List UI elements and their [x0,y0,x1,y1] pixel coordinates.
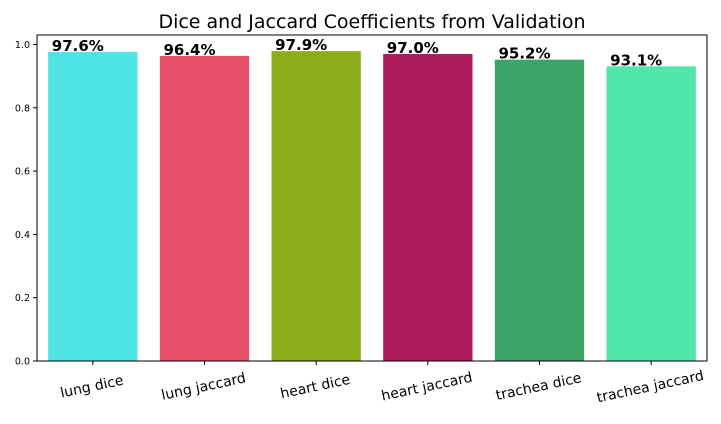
x-tick-label: lung jaccard [160,370,247,403]
bar-heart-jaccard [383,53,473,361]
data-label: 95.2% [498,45,550,63]
plot-frame [36,34,708,362]
x-tick-label: heart dice [279,372,352,402]
y-tick-label: 0.8 [15,103,30,114]
x-tick-label: trachea dice [494,370,583,404]
data-label: 93.1% [610,51,662,69]
bar-trachea-jaccard [606,66,696,361]
y-tick-label: 0.4 [15,230,30,241]
y-tick-label: 0.2 [15,293,30,304]
y-tick-label: 0.0 [15,357,30,368]
data-label: 97.0% [387,39,439,57]
bar-lung-dice [48,52,138,362]
bar-trachea-dice [494,59,585,361]
x-tick-label: lung dice [59,373,125,402]
data-label: 96.4% [163,41,215,59]
chart-title: Dice and Jaccard Coefficients from Valid… [158,11,585,33]
x-tick-label: heart jaccard [380,370,474,405]
bar-lung-jaccard [159,55,250,362]
data-label: 97.9% [275,36,327,54]
y-tick-label: 1.0 [15,40,30,51]
y-tick-label: 0.6 [15,167,30,178]
x-tick-label: trachea jaccard [595,368,705,406]
bar-heart-dice [271,51,361,361]
data-label: 97.6% [52,37,104,55]
